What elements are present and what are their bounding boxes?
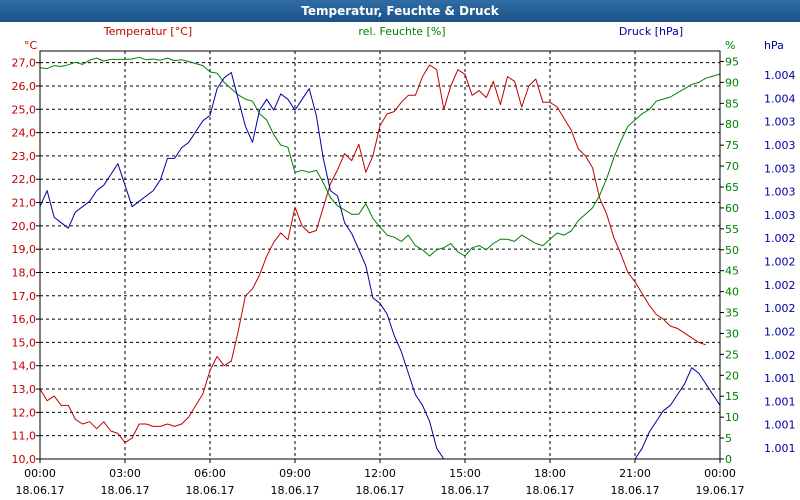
humidity-axis-title: rel. Feuchte [%]	[358, 25, 445, 38]
x-tick-date: 18.06.17	[611, 484, 660, 497]
pressure-tick-label: 1.001	[764, 372, 796, 385]
x-tick-time: 09:00	[279, 467, 311, 480]
x-tick-time: 15:00	[449, 467, 481, 480]
x-tick-time: 00:00	[704, 467, 736, 480]
x-tick-date: 18.06.17	[101, 484, 150, 497]
pressure-tick-label: 1.004	[764, 69, 796, 82]
temperature-tick-label: 26,0	[12, 80, 37, 93]
humidity-tick-label: 0	[725, 453, 732, 466]
temperature-series-line	[39, 64, 706, 444]
temperature-tick-label: 13,0	[12, 383, 37, 396]
humidity-tick-label: 80	[725, 118, 739, 131]
x-tick-time: 12:00	[364, 467, 396, 480]
temperature-unit: °C	[24, 39, 38, 52]
x-tick-date: 18.06.17	[271, 484, 320, 497]
temperature-tick-label: 17,0	[12, 290, 37, 303]
temperature-tick-label: 18,0	[12, 266, 37, 279]
temperature-axis-title: Temperatur [°C]	[103, 25, 192, 38]
plot-frame	[39, 50, 721, 460]
temperature-tick-label: 21,0	[12, 197, 37, 210]
humidity-tick-label: 30	[725, 327, 739, 340]
x-tick-time: 21:00	[619, 467, 651, 480]
humidity-tick-label: 10	[725, 411, 739, 424]
pressure-tick-label: 1.001	[764, 442, 796, 455]
pressure-tick-label: 1.003	[764, 116, 796, 129]
temperature-tick-label: 19,0	[12, 243, 37, 256]
humidity-tick-label: 65	[725, 181, 739, 194]
humidity-tick-label: 60	[725, 202, 739, 215]
pressure-tick-label: 1.002	[764, 349, 796, 362]
x-tick-date: 18.06.17	[356, 484, 405, 497]
x-tick-date: 18.06.17	[526, 484, 575, 497]
x-tick-time: 18:00	[534, 467, 566, 480]
x-tick-time: 06:00	[194, 467, 226, 480]
pressure-tick-label: 1.002	[764, 232, 796, 245]
humidity-tick-label: 75	[725, 139, 739, 152]
temperature-tick-label: 11,0	[12, 430, 37, 443]
pressure-axis-title: Druck [hPa]	[619, 25, 683, 38]
x-tick-date: 18.06.17	[16, 484, 65, 497]
pressure-tick-label: 1.004	[764, 92, 796, 105]
pressure-tick-label: 1.002	[764, 279, 796, 292]
pressure-tick-label: 1.002	[764, 325, 796, 338]
humidity-tick-label: 5	[725, 432, 732, 445]
pressure-tick-label: 1.002	[764, 302, 796, 315]
temperature-tick-label: 25,0	[12, 103, 37, 116]
x-tick-time: 00:00	[24, 467, 56, 480]
humidity-series-line	[39, 56, 721, 257]
temperature-tick-label: 22,0	[12, 173, 37, 186]
humidity-tick-label: 50	[725, 244, 739, 257]
temperature-tick-label: 10,0	[12, 453, 37, 466]
humidity-tick-label: 95	[725, 55, 739, 68]
pressure-tick-label: 1.003	[764, 139, 796, 152]
humidity-tick-label: 45	[725, 265, 739, 278]
humidity-tick-label: 15	[725, 390, 739, 403]
humidity-tick-label: 25	[725, 348, 739, 361]
temperature-tick-label: 12,0	[12, 406, 37, 419]
temperature-tick-label: 15,0	[12, 336, 37, 349]
temperature-tick-label: 27,0	[12, 57, 37, 70]
humidity-tick-label: 55	[725, 223, 739, 236]
humidity-tick-label: 40	[725, 286, 739, 299]
temperature-tick-label: 23,0	[12, 150, 37, 163]
window-title: Temperatur, Feuchte & Druck	[0, 0, 800, 22]
x-tick-date: 18.06.17	[441, 484, 490, 497]
humidity-tick-label: 20	[725, 369, 739, 382]
pressure-tick-label: 1.001	[764, 419, 796, 432]
humidity-tick-label: 35	[725, 307, 739, 320]
pressure-tick-label: 1.003	[764, 186, 796, 199]
x-tick-date: 18.06.17	[186, 484, 235, 497]
humidity-tick-label: 90	[725, 76, 739, 89]
pressure-tick-label: 1.002	[764, 256, 796, 269]
temperature-tick-label: 14,0	[12, 360, 37, 373]
axis-labels: 00:00 18.06.17 03:00 18.06.17 06:00 18.06.17 0…	[12, 55, 796, 497]
temperature-tick-label: 16,0	[12, 313, 37, 326]
temperature-tick-label: 24,0	[12, 127, 37, 140]
temperature-tick-label: 20,0	[12, 220, 37, 233]
x-tick-time: 03:00	[109, 467, 141, 480]
pressure-tick-label: 1.003	[764, 209, 796, 222]
pressure-tick-label: 1.003	[764, 162, 796, 175]
humidity-unit: %	[725, 39, 735, 52]
humidity-tick-label: 70	[725, 160, 739, 173]
humidity-tick-label: 85	[725, 97, 739, 110]
pressure-tick-label: 1.001	[764, 395, 796, 408]
x-tick-date: 19.06.17	[696, 484, 745, 497]
pressure-unit: hPa	[764, 39, 784, 52]
